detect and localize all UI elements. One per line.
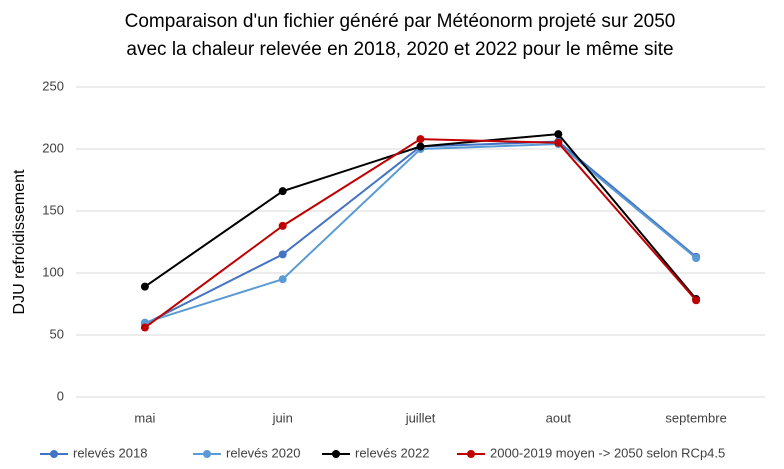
data-point	[278, 221, 287, 230]
data-point	[278, 250, 287, 259]
y-tick-label: 100	[42, 264, 64, 279]
data-point	[554, 130, 563, 139]
series-line	[144, 133, 697, 300]
legend-label: relevés 2020	[226, 445, 300, 460]
x-tick-label: juillet	[405, 410, 436, 425]
data-point	[554, 138, 563, 147]
data-point	[140, 282, 149, 291]
data-point	[416, 135, 425, 144]
x-tick-label: septembre	[665, 410, 726, 425]
legend-label: 2000-2019 moyen -> 2050 selon RCp4.5	[490, 445, 725, 460]
legend-swatch	[332, 450, 340, 458]
y-tick-label: 200	[42, 140, 64, 155]
data-point	[692, 296, 701, 305]
chart-title: avec la chaleur relevée en 2018, 2020 et…	[126, 39, 673, 60]
y-tick-label: 250	[42, 78, 64, 93]
series-line	[144, 138, 697, 329]
x-tick-label: juin	[272, 410, 293, 425]
y-axis-title: DJU refroidissement	[11, 169, 28, 314]
series-line	[144, 143, 697, 324]
data-point	[140, 323, 149, 332]
y-tick-label: 150	[42, 202, 64, 217]
chart-title: Comparaison d'un fichier généré par Mété…	[125, 11, 676, 32]
y-tick-label: 50	[50, 326, 64, 341]
legend-label: relevés 2022	[355, 445, 429, 460]
legend-label: relevés 2018	[73, 445, 147, 460]
y-tick-label: 0	[57, 388, 64, 403]
data-point	[278, 187, 287, 196]
legend-swatch	[203, 450, 211, 458]
data-point	[416, 142, 425, 151]
x-tick-label: aout	[546, 410, 572, 425]
legend-swatch	[50, 450, 58, 458]
x-tick-label: mai	[134, 410, 155, 425]
legend-swatch	[467, 450, 475, 458]
data-point	[692, 254, 701, 263]
data-point	[278, 275, 287, 284]
